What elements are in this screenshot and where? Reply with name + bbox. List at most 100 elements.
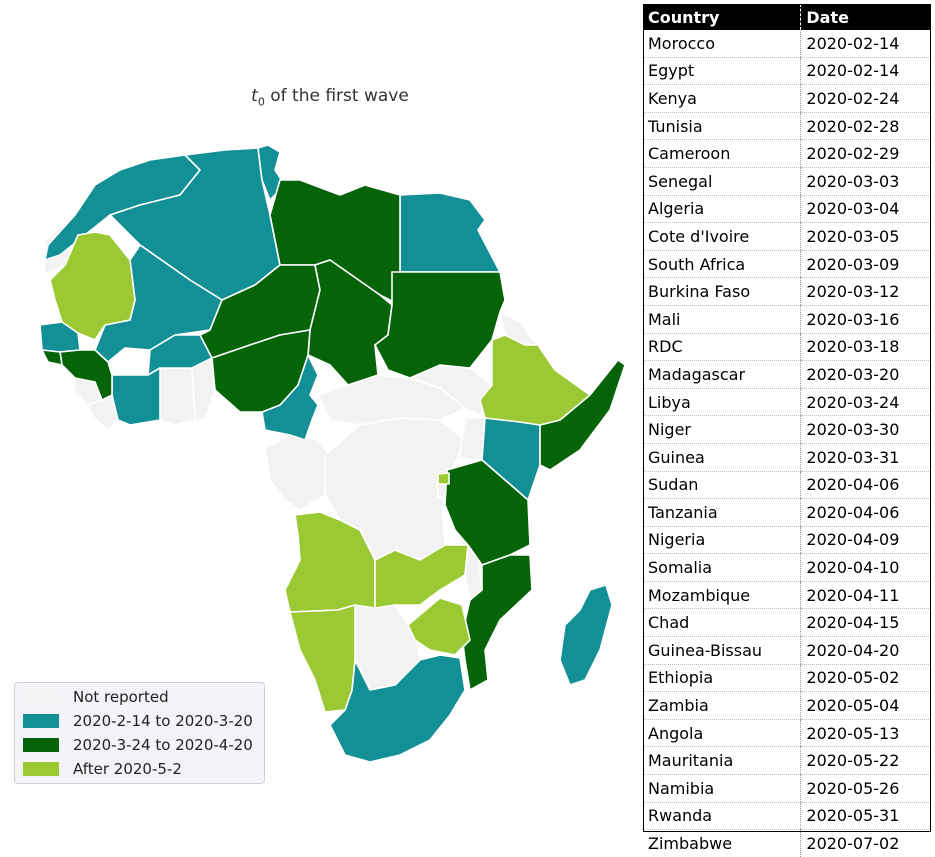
cell-country: Burkina Faso [643, 277, 801, 306]
cell-date: 2020-04-06 [800, 498, 931, 527]
country-egypt [399, 192, 501, 273]
cell-date: 2020-04-15 [800, 608, 931, 638]
cell-date: 2020-02-14 [800, 30, 931, 58]
country-south-africa [329, 654, 466, 763]
cell-date: 2020-05-26 [800, 774, 931, 803]
legend-item-late: After 2020-5-2 [23, 759, 182, 779]
country-cote-divoire [111, 367, 161, 426]
table-row: Mauritania 2020-05-22 [643, 746, 931, 776]
cell-country: Cote d'Ivoire [643, 222, 801, 251]
map-title-subscript: 0 [257, 95, 265, 109]
cell-country: RDC [643, 333, 801, 362]
cell-country: Nigeria [643, 526, 801, 555]
cell-country: Libya [643, 388, 801, 417]
table-row: Tunisia 2020-02-28 [643, 112, 931, 141]
cell-date: 2020-05-31 [800, 802, 931, 831]
map-title-text: of the first wave [264, 86, 409, 106]
cell-country: Chad [643, 608, 801, 638]
cell-country: Somalia [643, 553, 801, 582]
cell-country: Ethiopia [643, 664, 801, 693]
country-nigeria [211, 329, 311, 413]
country-libya [269, 179, 401, 306]
legend-label: After 2020-5-2 [73, 760, 182, 778]
legend-item-not-reported: Not reported [23, 687, 169, 707]
cell-date: 2020-05-13 [800, 719, 931, 748]
country-namibia [289, 604, 356, 713]
cell-date: 2020-03-31 [800, 443, 931, 472]
country-madagascar [559, 584, 613, 686]
table-row: Niger 2020-03-30 [643, 415, 931, 444]
cell-date: 2020-03-03 [800, 167, 931, 196]
country-togo-benin [191, 357, 216, 421]
cell-country: Namibia [643, 774, 801, 803]
first-wave-date-table: Country Date Morocco 2020-02-14 Egypt 2020-… [643, 4, 931, 857]
cell-date: 2020-03-30 [800, 415, 931, 444]
legend-item-mid: 2020-3-24 to 2020-4-20 [23, 735, 253, 755]
cell-date: 2020-02-24 [800, 84, 931, 113]
cell-country: Guinea [643, 443, 801, 472]
country-zambia [374, 544, 469, 609]
cell-country: Rwanda [643, 802, 801, 831]
table-row: Burkina Faso 2020-03-12 [643, 277, 931, 306]
map-title-variable: t [251, 86, 258, 106]
map-legend: Not reported 2020-2-14 to 2020-3-20 2020… [14, 682, 265, 784]
table-row: Tanzania 2020-04-06 [643, 498, 931, 527]
table-row: Rwanda 2020-05-31 [643, 802, 931, 831]
table-row: Morocco 2020-02-14 [643, 30, 931, 58]
cell-date: 2020-03-20 [800, 360, 931, 389]
country-guinea [59, 349, 113, 401]
cell-date: 2020-02-29 [800, 139, 931, 168]
africa-choropleth-map [39, 144, 626, 763]
country-uganda [459, 417, 486, 461]
table-row: Nigeria 2020-04-09 [643, 526, 931, 555]
cell-country: Mauritania [643, 746, 801, 776]
cell-country: Niger [643, 415, 801, 444]
cell-date: 2020-04-20 [800, 636, 931, 665]
legend-swatch [23, 762, 59, 776]
table-row: Mali 2020-03-16 [643, 305, 931, 334]
country-rwanda [437, 472, 450, 485]
legend-item-early: 2020-2-14 to 2020-3-20 [23, 711, 253, 731]
table-row: Kenya 2020-02-24 [643, 84, 931, 113]
country-sudan [374, 271, 506, 379]
cell-country: Kenya [643, 84, 801, 113]
country-guinea-bissau [41, 349, 63, 366]
cell-country: Egypt [643, 57, 801, 86]
table-row: RDC 2020-03-18 [643, 333, 931, 362]
country-congo-gabon-eq-guinea [264, 434, 331, 511]
legend-swatch [23, 714, 59, 728]
cell-country: Angola [643, 719, 801, 748]
legend-swatch [23, 738, 59, 752]
table-row: Ethiopia 2020-05-02 [643, 664, 931, 693]
table-row: Madagascar 2020-03-20 [643, 360, 931, 389]
legend-swatch [23, 690, 59, 704]
cell-date: 2020-02-14 [800, 57, 931, 86]
cell-country: Senegal [643, 167, 801, 196]
cell-country: Sudan [643, 471, 801, 500]
country-ghana [159, 367, 196, 426]
cell-country: Morocco [643, 30, 801, 58]
table-row: Somalia 2020-04-10 [643, 553, 931, 582]
table-body: Morocco 2020-02-14 Egypt 2020-02-14 Kenya 202… [643, 30, 931, 857]
cell-date: 2020-02-28 [800, 112, 931, 141]
table-row: Egypt 2020-02-14 [643, 57, 931, 86]
table-row: Sudan 2020-04-06 [643, 471, 931, 500]
cell-country: Cameroon [643, 139, 801, 168]
cell-date: 2020-04-11 [800, 581, 931, 610]
legend-label: 2020-2-14 to 2020-3-20 [73, 712, 253, 730]
table-row: Guinea 2020-03-31 [643, 443, 931, 472]
cell-country: Mali [643, 305, 801, 334]
cell-country: Zambia [643, 691, 801, 720]
cell-date: 2020-04-09 [800, 526, 931, 555]
cell-country: Guinea-Bissau [643, 636, 801, 665]
cell-country: Algeria [643, 195, 801, 224]
country-mauritania [49, 231, 136, 341]
cell-country: Mozambique [643, 581, 801, 610]
cell-date: 2020-03-12 [800, 277, 931, 306]
cell-country: Tanzania [643, 498, 801, 527]
table-row: Algeria 2020-03-04 [643, 195, 931, 224]
cell-country: Tunisia [643, 112, 801, 141]
country-mozambique [461, 554, 533, 691]
table-row: Mozambique 2020-04-11 [643, 581, 931, 610]
cell-date: 2020-03-18 [800, 333, 931, 362]
